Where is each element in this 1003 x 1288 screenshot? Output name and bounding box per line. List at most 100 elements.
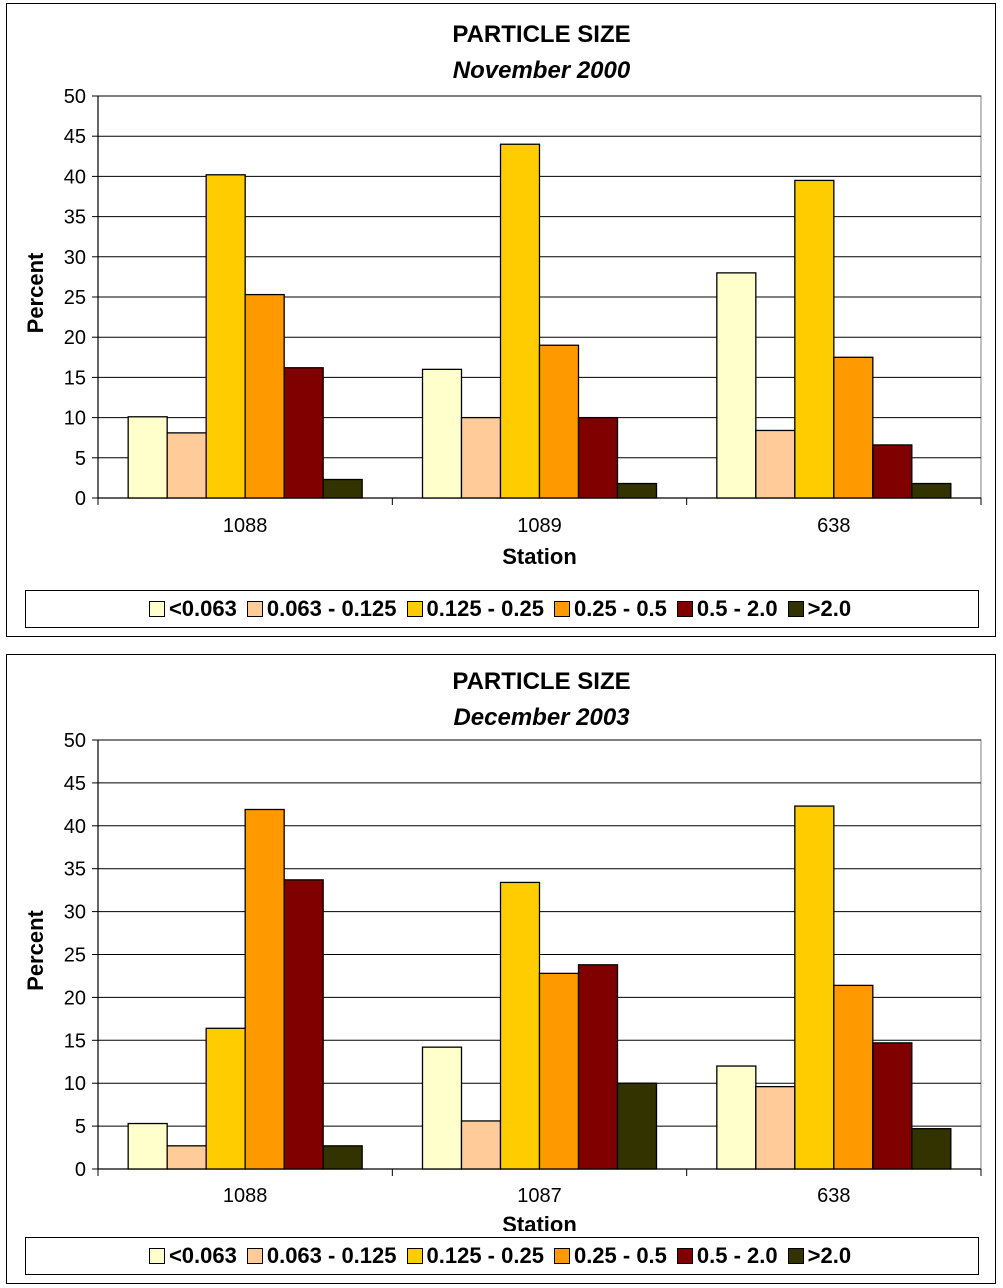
legend-item: 0.25 - 0.5 (553, 596, 667, 622)
y-tick-label: 25 (64, 287, 86, 309)
legend-item: 0.125 - 0.25 (406, 596, 544, 622)
y-tick-label: 45 (64, 126, 86, 148)
legend-label: 0.125 - 0.25 (426, 1243, 544, 1268)
legend-label: 0.5 - 2.0 (696, 1243, 778, 1268)
y-axis-label: Percent (23, 252, 48, 333)
legend-item: 0.125 - 0.25 (406, 1243, 544, 1269)
x-category-label: 1087 (517, 1185, 562, 1207)
y-tick-label: 10 (64, 408, 86, 430)
chart-panel-november-2000: PARTICLE SIZE November 2000 0 5 10 15 20 25 30 35… (6, 3, 996, 637)
y-tick-label: 15 (64, 1030, 86, 1052)
bar (283, 879, 324, 1170)
legend-label: 0.5 - 2.0 (696, 596, 778, 621)
legend-item: 0.063 - 0.125 (246, 596, 397, 622)
legend-swatch (246, 601, 263, 617)
y-tick-label: 25 (64, 945, 86, 967)
legend-item: <0.063 (148, 1243, 237, 1269)
legend-swatch (246, 1248, 263, 1264)
legend-swatch (787, 601, 804, 617)
bar (538, 972, 580, 1170)
bar (911, 482, 952, 499)
legend-label: 0.063 - 0.125 (266, 596, 397, 621)
y-tick-label: 30 (64, 902, 86, 924)
bar (499, 143, 541, 499)
bar (205, 1027, 246, 1170)
bar (283, 367, 324, 499)
legend-label: >2.0 (807, 1243, 852, 1268)
y-tick-label: 20 (64, 987, 86, 1009)
bar (166, 1145, 207, 1170)
chart-svg: PARTICLE SIZE November 2000 0 5 10 15 20 25 30 35… (23, 21, 982, 569)
y-tick-label: 10 (64, 1073, 86, 1095)
bar (538, 344, 580, 499)
legend: <0.063 0.063 - 0.125 0.125 - 0.25 0.25 - 0.… (25, 590, 979, 628)
y-tick-label: 30 (64, 247, 86, 269)
y-tick-label: 50 (64, 730, 86, 752)
bar (460, 1120, 502, 1170)
legend-swatch (148, 601, 165, 617)
legend-swatch (406, 601, 423, 617)
legend-item: 0.25 - 0.5 (553, 1243, 667, 1269)
y-tick-label: 40 (64, 166, 86, 188)
legend-swatch (553, 601, 570, 617)
y-tick-label: 45 (64, 773, 86, 795)
bar (794, 179, 835, 499)
chart-panel-december-2003: PARTICLE SIZE December 2003 0 5 10 15 20 25 30 35… (6, 654, 996, 1284)
legend-label: 0.063 - 0.125 (266, 1243, 397, 1268)
bar (755, 1085, 796, 1170)
bar (499, 881, 541, 1170)
y-tick-label: 0 (75, 488, 86, 510)
legend-label: 0.25 - 0.5 (573, 596, 667, 621)
chart-svg: PARTICLE SIZE December 2003 0 5 10 15 20 25 30 35… (23, 668, 982, 1231)
bar (794, 805, 835, 1170)
bar (577, 416, 619, 499)
bar (127, 1122, 168, 1170)
bar (911, 1128, 952, 1170)
bar (616, 482, 658, 499)
bar (322, 478, 363, 499)
legend-swatch (148, 1248, 165, 1264)
legend-label: 0.125 - 0.25 (426, 596, 544, 621)
legend-swatch (406, 1248, 423, 1264)
y-tick-label: 40 (64, 816, 86, 838)
bar (205, 174, 246, 499)
chart-title: PARTICLE SIZE (452, 668, 630, 695)
x-axis-label: Station (502, 544, 577, 569)
y-tick-label: 50 (64, 86, 86, 108)
bar (166, 432, 207, 499)
legend-label: 0.25 - 0.5 (573, 1243, 667, 1268)
bar (127, 416, 168, 499)
legend-item: <0.063 (148, 596, 237, 622)
chart-subtitle: December 2003 (453, 704, 630, 731)
bar (833, 356, 874, 499)
y-axis-label: Percent (23, 909, 48, 990)
x-category-label: 1088 (223, 1185, 268, 1207)
bar (421, 1046, 463, 1170)
bar (244, 808, 285, 1170)
bar (833, 984, 874, 1170)
chart-subtitle: November 2000 (453, 57, 631, 84)
bar (244, 293, 285, 499)
legend-item: 0.5 - 2.0 (676, 596, 778, 622)
y-tick-label: 5 (75, 1116, 86, 1138)
bar (577, 964, 619, 1170)
y-tick-label: 15 (64, 367, 86, 389)
x-axis-label: Station (502, 1212, 577, 1231)
bar (872, 444, 913, 499)
legend-swatch (676, 1248, 693, 1264)
x-category-label: 1088 (223, 515, 268, 537)
legend-label: >2.0 (807, 596, 852, 621)
bar (421, 368, 463, 499)
bar (616, 1082, 658, 1170)
x-category-label: 1089 (517, 515, 562, 537)
legend: <0.063 0.063 - 0.125 0.125 - 0.25 0.25 - 0.… (25, 1237, 979, 1275)
y-tick-label: 5 (75, 448, 86, 470)
legend-item: >2.0 (787, 1243, 852, 1269)
y-tick-label: 0 (75, 1159, 86, 1181)
bar (872, 1042, 913, 1170)
y-tick-label: 35 (64, 859, 86, 881)
legend-swatch (787, 1248, 804, 1264)
legend-swatch (553, 1248, 570, 1264)
y-tick-label: 20 (64, 327, 86, 349)
legend-label: <0.063 (168, 596, 237, 621)
